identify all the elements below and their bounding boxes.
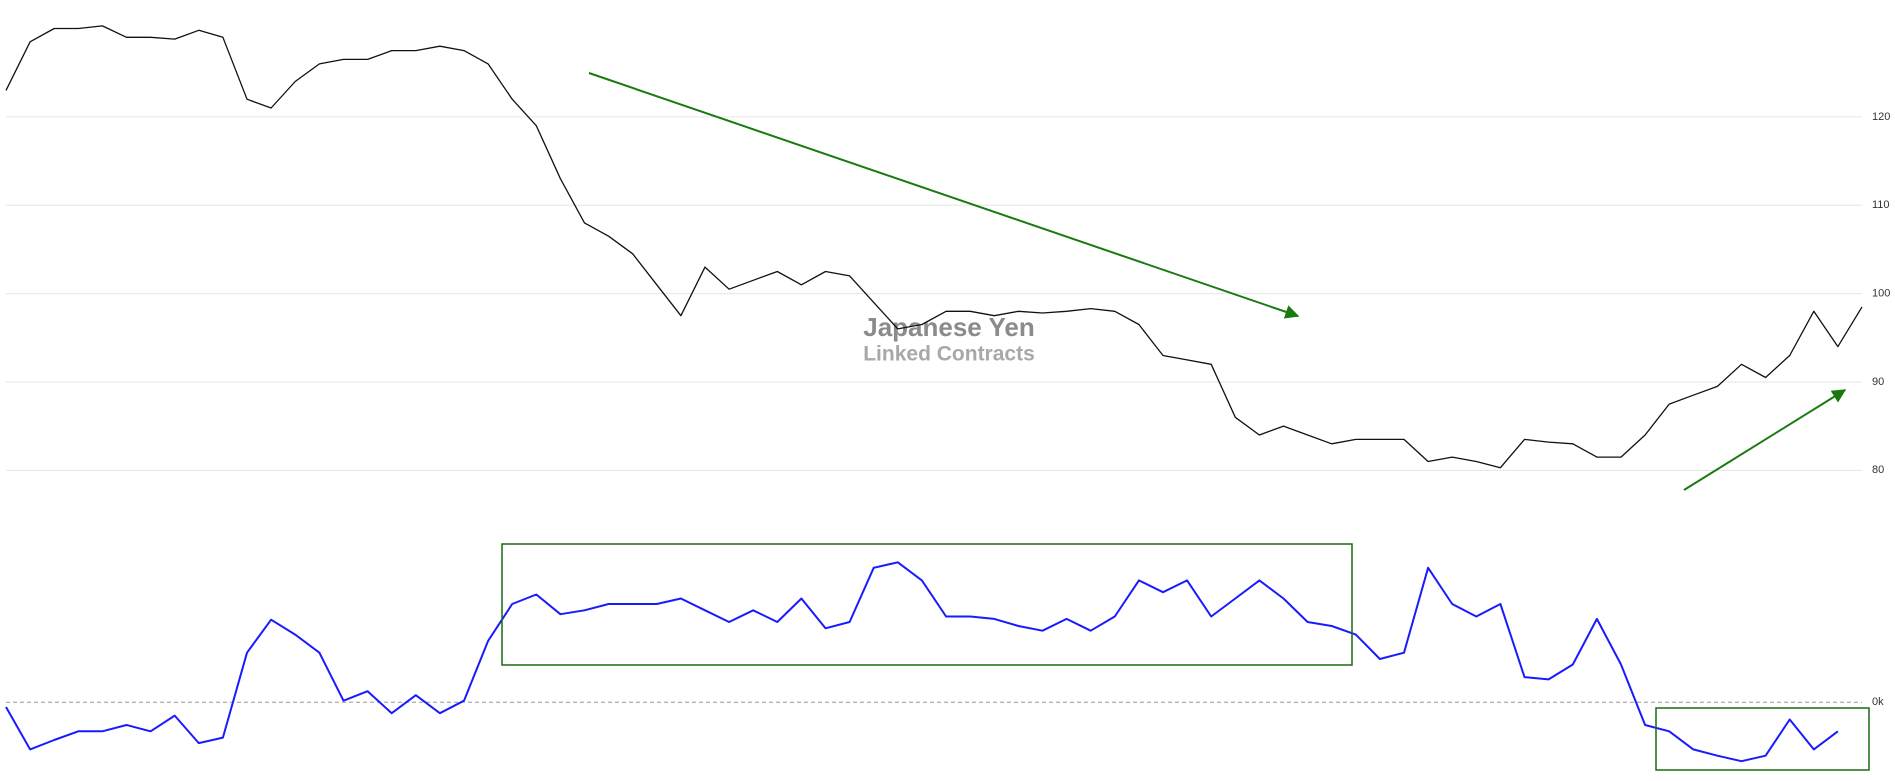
highlight-box xyxy=(501,543,1353,666)
y-tick-label: 110 xyxy=(1872,199,1890,211)
plots: 80 90 100 110 120 0k xyxy=(5,25,1890,763)
trend-arrow xyxy=(1683,389,1847,491)
watermark-subtitle: Linked Contracts xyxy=(863,343,1035,366)
y-tick-label: 120 xyxy=(1872,111,1890,123)
y-tick-label: 80 xyxy=(1872,464,1884,476)
series-line xyxy=(5,25,1863,469)
watermark-title: Japanese Yen xyxy=(863,312,1035,342)
highlight-box xyxy=(1655,707,1870,771)
series-line xyxy=(5,561,1839,763)
trend-arrow xyxy=(588,72,1300,319)
y-tick-label: 90 xyxy=(1872,376,1884,388)
y-tick-label: 0k xyxy=(1872,696,1884,708)
y-tick-label: 100 xyxy=(1872,288,1890,300)
